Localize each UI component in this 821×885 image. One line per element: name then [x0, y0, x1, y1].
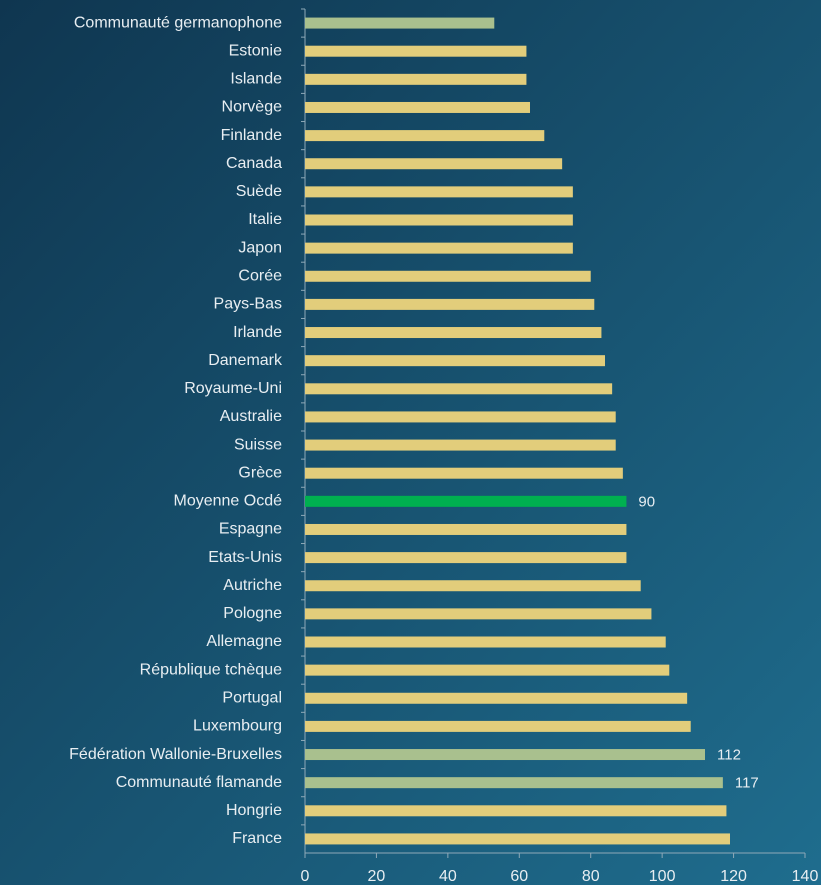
y-tick-label: Estonie — [229, 42, 282, 59]
y-tick-label: France — [232, 830, 282, 847]
y-tick-label: Autriche — [223, 577, 282, 594]
y-tick-label: Pays-Bas — [214, 296, 282, 313]
bar — [305, 523, 627, 535]
x-tick-label: 60 — [510, 868, 528, 885]
y-tick-label: Australie — [220, 408, 282, 425]
bar — [305, 664, 670, 676]
bar — [305, 608, 652, 620]
y-tick-label: Finlande — [221, 127, 282, 144]
y-tick-label: Hongrie — [226, 802, 282, 819]
y-tick-label: Etats-Unis — [208, 549, 282, 566]
bar — [305, 439, 616, 451]
data-label: 112 — [717, 747, 741, 764]
bar — [305, 411, 616, 423]
bar — [305, 692, 688, 704]
bar — [305, 327, 602, 339]
bar — [305, 805, 727, 817]
y-tick-label: Corée — [238, 267, 282, 284]
bar — [305, 270, 591, 282]
bar — [305, 214, 573, 226]
bar — [305, 833, 730, 845]
bar — [305, 186, 573, 198]
bar — [305, 467, 623, 479]
y-tick-label: Islande — [230, 71, 282, 88]
data-label: 90 — [638, 493, 655, 510]
bar — [305, 158, 563, 170]
y-tick-label: Communauté germanophone — [74, 14, 282, 31]
bar — [305, 355, 605, 367]
y-tick-label: Italie — [248, 211, 282, 228]
y-tick-label: Royaume-Uni — [184, 380, 282, 397]
bar — [305, 749, 705, 761]
y-tick-label: Fédération Wallonie-Bruxelles — [69, 746, 282, 763]
y-tick-label: Canada — [226, 155, 282, 172]
y-tick-label: Norvège — [222, 99, 283, 116]
y-tick-label: Communauté flamande — [116, 774, 282, 791]
bar — [305, 636, 666, 648]
x-tick-label: 0 — [301, 868, 310, 885]
y-tick-label: République tchèque — [140, 661, 282, 678]
bar — [305, 45, 527, 57]
bar — [305, 777, 723, 789]
bar — [305, 130, 545, 142]
bar — [305, 242, 573, 254]
y-tick-label: Allemagne — [206, 633, 282, 650]
y-tick-label: Espagne — [219, 521, 282, 538]
y-tick-label: Japon — [238, 239, 282, 256]
x-tick-label: 100 — [649, 868, 676, 885]
y-tick-label: Danemark — [208, 352, 283, 369]
y-tick-label: Suisse — [234, 436, 282, 453]
x-tick-label: 80 — [582, 868, 600, 885]
y-tick-label: Suède — [236, 183, 282, 200]
x-tick-label: 120 — [720, 868, 747, 885]
bar — [305, 73, 527, 85]
x-tick-label: 20 — [368, 868, 386, 885]
y-tick-label: Luxembourg — [193, 718, 282, 735]
y-tick-label: Grèce — [238, 464, 282, 481]
bar — [305, 495, 627, 507]
data-label: 117 — [735, 775, 759, 792]
y-tick-label: Portugal — [222, 689, 282, 706]
bar — [305, 552, 627, 564]
x-tick-label: 140 — [792, 868, 819, 885]
bar — [305, 17, 495, 29]
y-tick-label: Pologne — [223, 605, 282, 622]
bar — [305, 383, 613, 395]
bar — [305, 720, 691, 732]
x-tick-label: 40 — [439, 868, 457, 885]
bar — [305, 580, 641, 592]
y-tick-label: Irlande — [233, 324, 282, 341]
bar — [305, 298, 595, 310]
y-tick-label: Moyenne Ocdé — [173, 493, 282, 510]
bar — [305, 101, 530, 113]
